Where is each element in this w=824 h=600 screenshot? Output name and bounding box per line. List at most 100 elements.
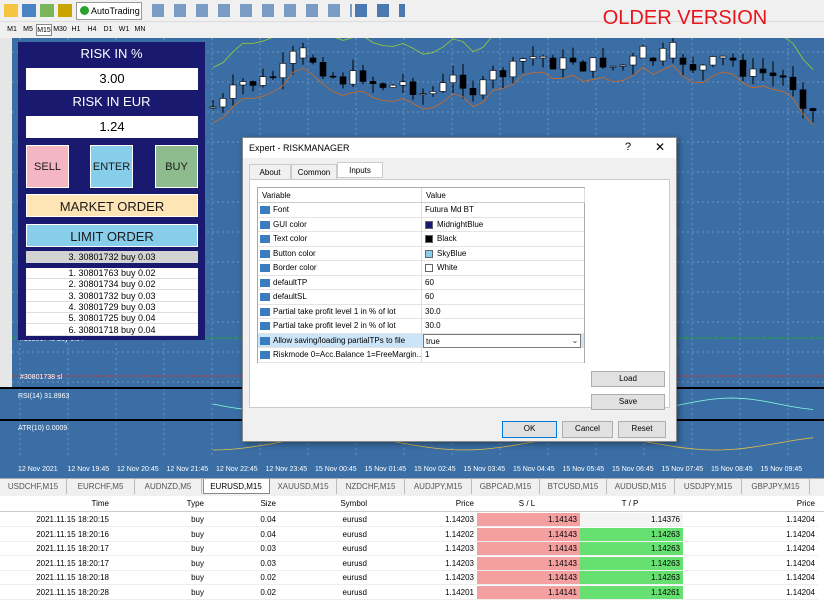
timeframe-button[interactable]: D1 xyxy=(103,26,113,33)
table-cell: 1.14141 xyxy=(477,585,580,600)
limit-order-button[interactable]: LIMIT ORDER xyxy=(26,224,198,247)
enter-button[interactable]: ENTER xyxy=(90,145,133,188)
timeframe-button[interactable]: H1 xyxy=(71,26,81,33)
value[interactable]: 1 xyxy=(425,350,430,359)
divider xyxy=(421,217,422,232)
input[interactable]: 1.24 xyxy=(26,116,198,138)
chart-tab[interactable]: BTCUSD,M15 xyxy=(540,479,607,494)
value[interactable]: true xyxy=(423,333,581,348)
chart-tab[interactable]: GBPJPY,M15 xyxy=(743,479,810,494)
order-item[interactable]: 6. 30801718 buy 0.04 xyxy=(26,325,198,336)
chart-tab[interactable]: EURCHF,M5 xyxy=(68,479,135,494)
timeframe-button[interactable]: M15 xyxy=(36,24,52,36)
buy-button[interactable]: BUY xyxy=(155,145,198,188)
grid-row[interactable]: Button color SkyBlue xyxy=(258,246,584,261)
chart-tab[interactable]: USDJPY,M15 xyxy=(675,479,742,494)
grid-row[interactable]: Allow saving/loading partialTPs to file t… xyxy=(258,333,584,348)
candle xyxy=(809,108,817,111)
value[interactable]: White xyxy=(437,263,458,272)
help-button[interactable]: ? xyxy=(625,141,632,153)
grid-row[interactable]: Riskmode 0=Acc.Balance 1=FreeMargin... 1 xyxy=(258,348,584,363)
order-item[interactable]: 1. 30801763 buy 0.02 xyxy=(26,268,198,279)
candle xyxy=(619,64,627,67)
candle xyxy=(249,81,257,86)
grid-row[interactable]: GUI color MidnightBlue xyxy=(258,217,584,232)
grid-row[interactable]: Partial take profit level 2 in % of lot 3… xyxy=(258,319,584,334)
value[interactable]: 60 xyxy=(425,292,434,301)
variable: Font xyxy=(273,205,290,214)
timeframe-button[interactable]: W1 xyxy=(118,26,130,33)
column-header: Symbol xyxy=(340,499,367,508)
reset-button[interactable]: Reset xyxy=(618,421,666,438)
swatch xyxy=(425,235,433,243)
tool-icons[interactable] xyxy=(355,4,405,17)
chart-tab[interactable]: XAUUSD,M15 xyxy=(270,479,337,494)
x-tick-label: 15 Nov 07:45 xyxy=(662,466,704,473)
candle xyxy=(469,87,477,96)
order-item[interactable]: 2. 30801734 buy 0.02 xyxy=(26,279,198,291)
value[interactable]: MidnightBlue xyxy=(437,219,484,229)
grid-row[interactable]: Border color White xyxy=(258,261,584,276)
chart-tab[interactable]: GBPCAD,M15 xyxy=(473,479,540,494)
tool-icons[interactable] xyxy=(152,4,352,17)
grid-row[interactable]: defaultSL 60 xyxy=(258,290,584,305)
chart-tab[interactable]: EURUSD,M15 xyxy=(202,479,270,494)
grid-row[interactable]: Font Futura Md BT xyxy=(258,203,584,218)
timeframe-button[interactable]: M30 xyxy=(53,26,67,33)
order-item[interactable]: 4. 30801729 buy 0.03 xyxy=(26,302,198,313)
chart-tab[interactable]: USDCHF,M15 xyxy=(0,479,67,494)
chart-tab[interactable]: NZDCHF,M15 xyxy=(338,479,405,494)
x-tick-label: 12 Nov 21:45 xyxy=(167,466,209,473)
input[interactable]: 3.00 xyxy=(26,68,198,90)
value[interactable]: 30.0 xyxy=(425,321,441,330)
order-item[interactable]: 3. 30801732 buy 0.03 xyxy=(26,291,198,302)
dialog-tab[interactable]: Inputs xyxy=(337,162,383,178)
close-button[interactable]: ✕ xyxy=(655,140,666,154)
candle xyxy=(789,76,797,91)
candle xyxy=(219,98,227,108)
candle xyxy=(639,45,647,59)
dropdown-arrow[interactable]: ⌄ xyxy=(571,335,579,345)
candle xyxy=(289,50,297,64)
icon[interactable] xyxy=(40,4,54,17)
table-cell: eurusd xyxy=(279,542,370,556)
load-button[interactable]: Load xyxy=(591,371,665,387)
icon[interactable] xyxy=(58,4,72,17)
risk-panel: RISK IN % 3.00 RISK IN EUR 1.24 SELL ENT… xyxy=(18,42,205,340)
value[interactable]: 60 xyxy=(425,277,434,287)
table-cell: buy xyxy=(112,513,207,527)
grid-row[interactable]: defaultTP 60 xyxy=(258,275,584,290)
value[interactable]: SkyBlue xyxy=(437,248,467,258)
atr-label: ATR(10) 0.0009 xyxy=(18,425,67,432)
dialog-tab[interactable]: About xyxy=(249,164,291,180)
candle xyxy=(399,81,407,86)
order-item[interactable]: 5. 30801725 buy 0.04 xyxy=(26,313,198,325)
value[interactable]: Black xyxy=(437,234,457,243)
sell-button[interactable]: SELL xyxy=(26,145,69,188)
ok-button[interactable]: OK xyxy=(502,421,557,438)
divider xyxy=(421,333,422,348)
timeframe-button[interactable]: H4 xyxy=(87,26,97,33)
candle xyxy=(359,70,367,82)
chart-tab[interactable]: AUDUSD,M15 xyxy=(608,479,675,494)
save-button[interactable]: Save xyxy=(591,394,665,410)
dialog-tab[interactable]: Common xyxy=(291,164,337,180)
timeframe-button[interactable]: M5 xyxy=(23,26,33,33)
candle xyxy=(539,55,547,59)
autotrading-button[interactable]: AutoTrading xyxy=(76,2,142,20)
icon[interactable] xyxy=(4,4,18,17)
timeframe-button[interactable]: MN xyxy=(134,26,146,33)
icon xyxy=(260,307,270,316)
market-order-button[interactable]: MARKET ORDER xyxy=(26,194,198,217)
candle xyxy=(319,62,327,77)
value[interactable]: Futura Md BT xyxy=(425,205,474,214)
timeframe-button[interactable]: M1 xyxy=(7,26,17,33)
grid-row[interactable]: Partial take profit level 1 in % of lot 3… xyxy=(258,304,584,319)
grid-row[interactable]: Text color Black xyxy=(258,232,584,247)
value[interactable]: 30.0 xyxy=(425,306,441,316)
icon[interactable] xyxy=(22,4,36,17)
table-cell: 1.14204 xyxy=(683,571,818,585)
cancel-button[interactable]: Cancel xyxy=(562,421,613,438)
chart-tab[interactable]: AUDNZD,M5 xyxy=(135,479,202,494)
chart-tab[interactable]: AUDJPY,M15 xyxy=(405,479,472,494)
